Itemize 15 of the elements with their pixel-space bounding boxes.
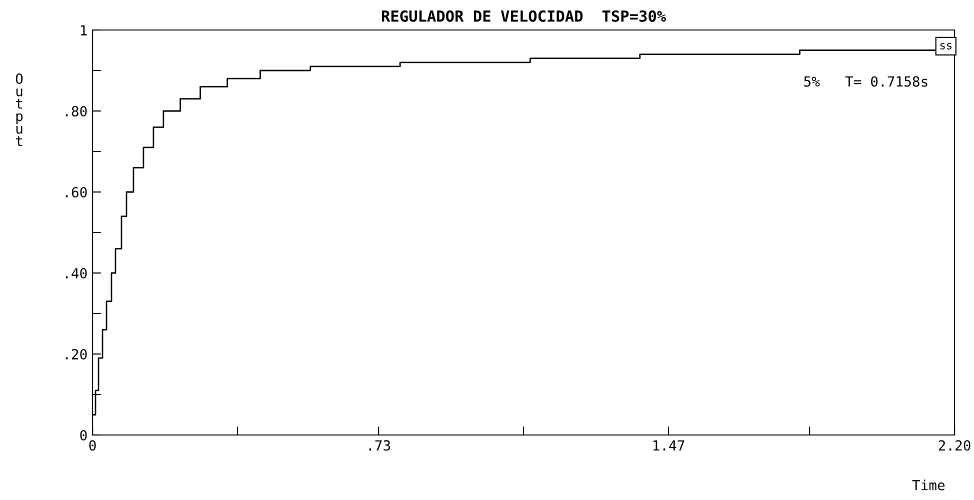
x-tick-label: 0 — [89, 440, 96, 451]
y-tick-label: .40 — [66, 268, 87, 279]
y-tick-label: 0 — [80, 430, 87, 441]
annotation: 5% T= 0.7158s — [804, 76, 928, 87]
annotation: ss — [940, 43, 952, 50]
y-tick-label: .20 — [66, 349, 87, 360]
y-tick-label: 1 — [80, 25, 87, 36]
y-axis-title: Output — [16, 73, 23, 146]
x-tick-label: 1.47 — [653, 440, 684, 450]
chart-title: REGULADOR DE VELOCIDAD TSP=30% — [382, 10, 666, 22]
y-tick-label: .60 — [66, 187, 87, 198]
y-tick-label: .80 — [66, 106, 87, 117]
x-tick-label: .73 — [369, 440, 390, 451]
x-axis-title: Time — [912, 480, 945, 490]
x-tick-label: 2.20 — [938, 440, 970, 451]
